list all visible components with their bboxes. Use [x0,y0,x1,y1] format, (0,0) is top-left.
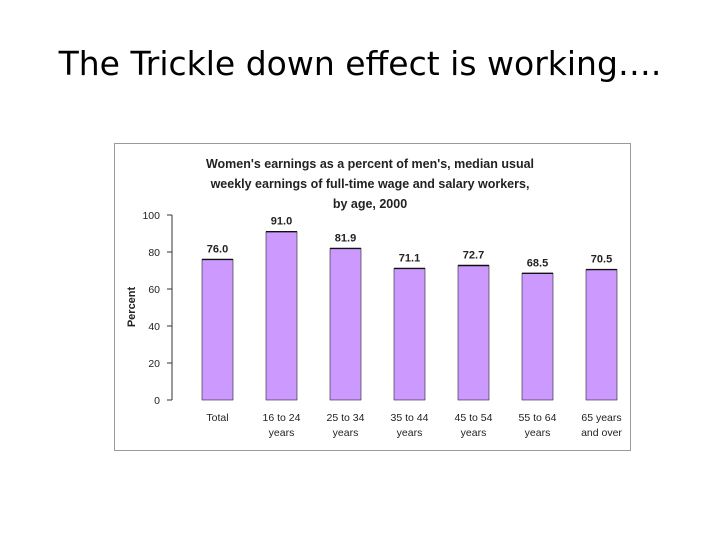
bar [265,231,298,401]
category-label: 65 years [581,412,621,424]
category-label: years [269,427,295,439]
category-label: years [397,427,423,439]
data-label: 68.5 [527,257,548,269]
bar [201,259,234,401]
bar [329,248,362,401]
chart-frame: Women's earnings as a percent of men's, … [114,143,631,451]
data-label: 72.7 [463,250,484,262]
data-label: 70.5 [591,254,612,266]
chart-title-line-1: Women's earnings as a percent of men's, … [206,157,534,171]
y-axis-label: Percent [126,286,138,327]
bar [457,265,490,401]
bar [393,268,426,401]
data-label: 76.0 [207,243,228,255]
bars [201,230,618,401]
category-label: years [333,427,359,439]
slide-title: The Trickle down effect is working…. [58,44,662,83]
labels: 76.0 Total 91.0 16 to 24 years 81.9 25 to 34 ye… [206,216,622,439]
y-tick-label: 100 [142,210,160,222]
axes: 0 20 40 60 80 100 [142,210,173,407]
y-tick-label: 80 [148,247,160,259]
category-label: 45 to 54 [455,412,493,424]
bar-chart: Women's earnings as a percent of men's, … [126,157,622,439]
chart-title: Women's earnings as a percent of men's, … [206,157,534,211]
y-tick-label: 20 [148,358,160,370]
category-label: Total [206,412,228,424]
category-label: years [461,427,487,439]
y-tick-label: 60 [148,284,160,296]
category-label: 16 to 24 [263,412,301,424]
chart-title-line-3: by age, 2000 [333,197,407,211]
chart-title-line-2: weekly earnings of full-time wage and sa… [210,177,530,191]
category-label: years [525,427,551,439]
y-tick-label: 40 [148,321,160,333]
category-label: and over [581,427,622,439]
bar [521,272,554,401]
category-label: 35 to 44 [391,412,429,424]
bar [585,269,618,401]
data-label: 71.1 [399,252,420,264]
data-label: 91.0 [271,216,292,228]
y-tick-label: 0 [154,395,160,407]
category-label: 55 to 64 [519,412,557,424]
category-label: 25 to 34 [327,412,365,424]
data-label: 81.9 [335,232,356,244]
